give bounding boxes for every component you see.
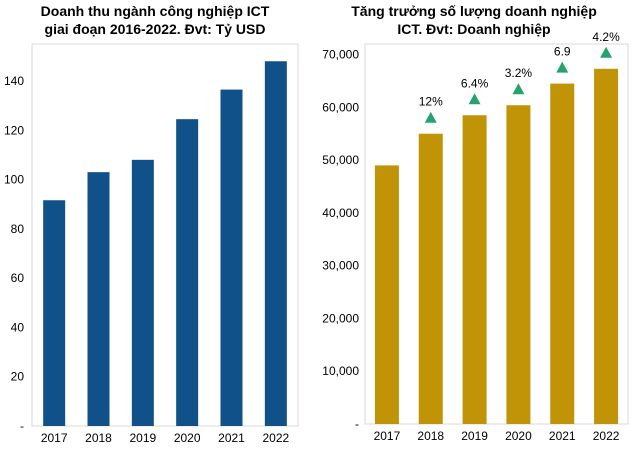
y-tick-label: 20 [11,370,25,384]
growth-marker-icon [424,111,437,123]
bar-2019 [131,159,154,426]
revenue-chart: Doanh thu ngành công nghiệp ICT giai đoạ… [0,0,310,453]
x-tick-label: 2018 [417,429,444,443]
growth-marker-icon [600,46,613,58]
bar-2020 [176,119,199,427]
growth-marker-icon [468,93,481,105]
y-tick-label: 70,000 [322,48,359,62]
x-tick-label: 2021 [218,431,245,445]
y-tick-label: - [355,417,359,431]
y-tick-label: 20,000 [322,311,359,325]
x-tick-label: 2018 [85,431,112,445]
bar-2021 [550,83,575,424]
x-tick-label: 2019 [461,429,488,443]
y-tick-label: 100 [4,173,24,187]
bar-2017 [43,200,66,426]
bar-2020 [506,105,531,424]
bar-2022 [264,61,287,426]
growth-label: 4.2% [592,30,620,44]
y-tick-label: 140 [4,74,24,88]
bar-2018 [418,133,443,424]
growth-label: 6.9 [554,45,571,59]
bar-2019 [462,115,487,424]
revenue-chart-title: Doanh thu ngành công nghiệp ICT giai đoạ… [40,3,270,37]
revenue-chart-plot: - 20 40 60 80 100 120 140 2017 2018 2019 2020 2021 20… [4,43,299,445]
growth-label: 12% [419,95,443,109]
y-tick-label: 40,000 [322,206,359,220]
x-tick-label: 2020 [505,429,532,443]
y-tick-label: 80 [11,222,25,236]
plot-frame [364,43,629,425]
x-tick-label: 2017 [41,431,68,445]
bar-2022 [594,68,619,425]
x-tick-label: 2022 [262,431,289,445]
x-tick-label: 2019 [129,431,156,445]
growth-label: 3.2% [505,66,533,80]
y-tick-label: 50,000 [322,153,359,167]
bar-2018 [87,172,110,426]
growth-marker-icon [512,83,525,95]
y-tick-label: 30,000 [322,259,359,273]
x-tick-label: 2021 [549,429,576,443]
growth-label: 6.4% [461,76,489,90]
y-tick-label: 60,000 [322,100,359,114]
y-tick-label: - [20,419,24,433]
bar-2021 [220,89,243,426]
x-tick-label: 2022 [593,429,620,443]
y-tick-label: 40 [11,320,25,334]
y-tick-label: 120 [4,123,24,137]
bar-2017 [374,165,399,424]
x-tick-label: 2020 [174,431,201,445]
enterprise-count-chart-plot: - 10,000 20,000 30,000 40,000 50,000 60,000 70,… [322,30,629,443]
x-tick-label: 2017 [374,429,401,443]
plot-frame [31,43,299,427]
y-tick-label: 60 [11,271,25,285]
y-tick-label: 10,000 [322,364,359,378]
enterprise-count-chart: Tăng trưởng số lượng doanh nghiệp ICT. Đ… [315,0,633,453]
enterprise-count-chart-title: Tăng trưởng số lượng doanh nghiệp ICT. Đ… [351,3,597,37]
growth-marker-icon [556,61,569,73]
